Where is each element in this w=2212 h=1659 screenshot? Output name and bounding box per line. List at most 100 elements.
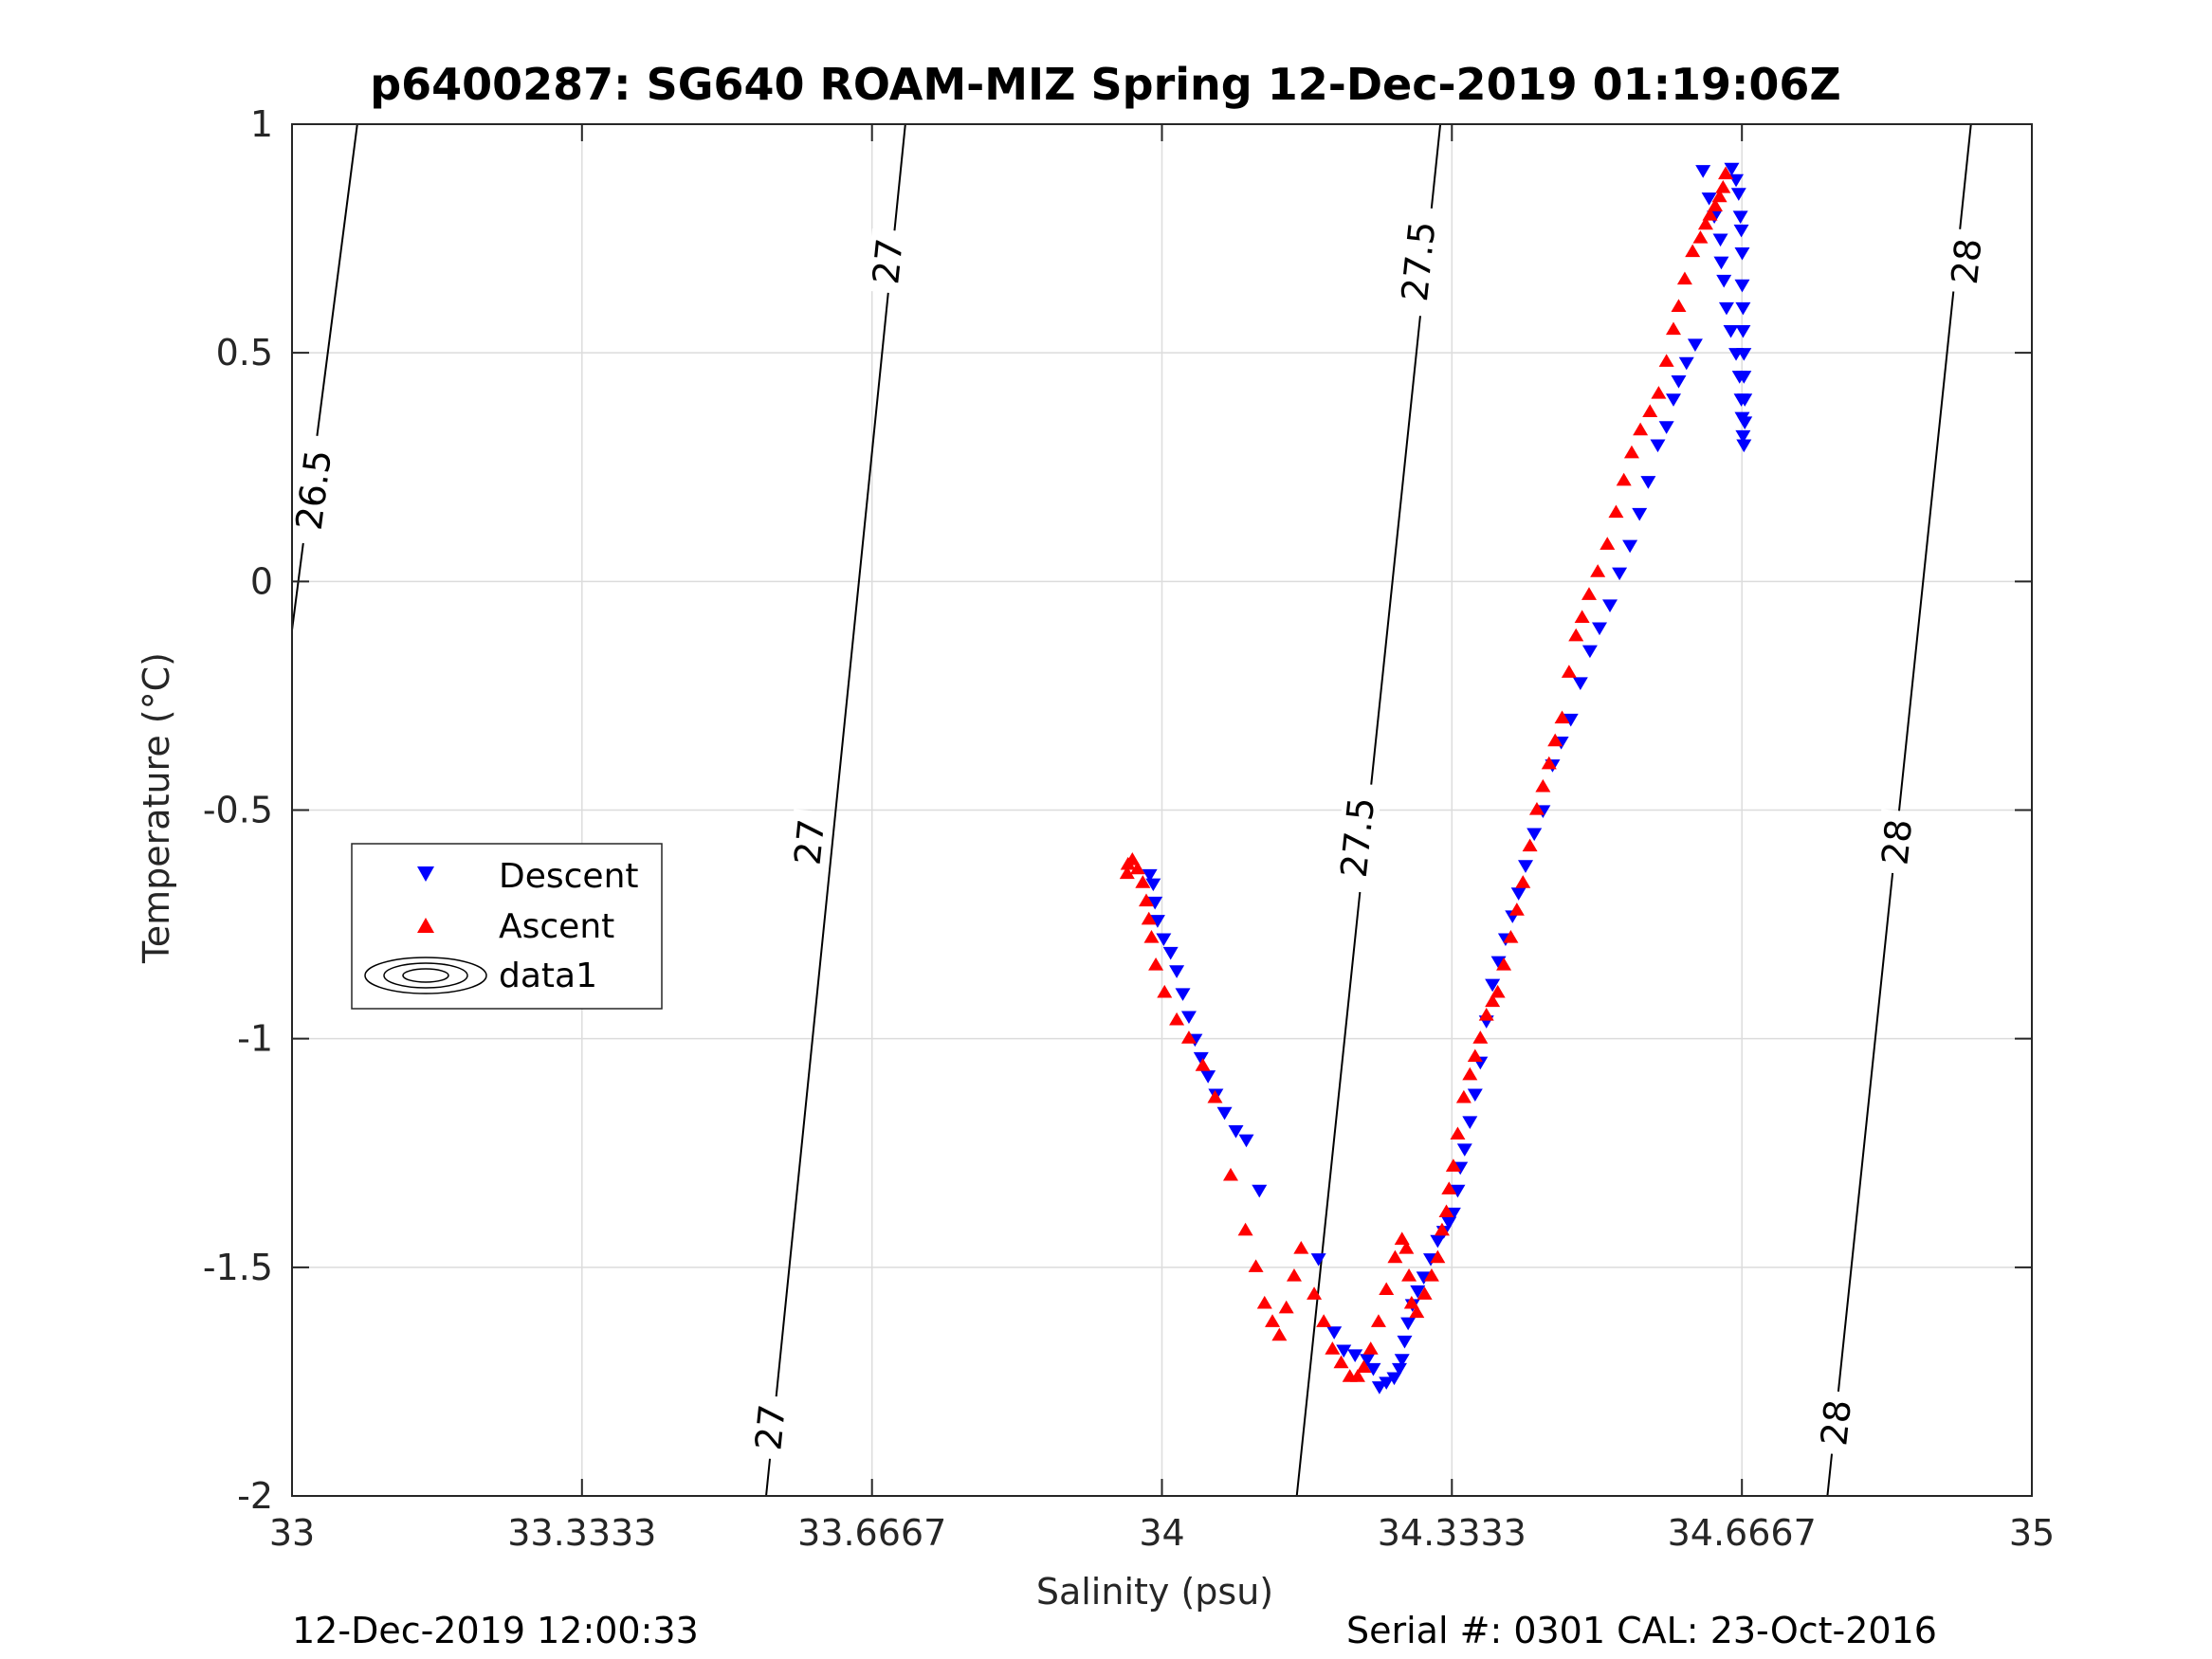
descent-point: [1149, 915, 1165, 928]
ascent-point: [1403, 1295, 1419, 1309]
ascent-point: [1195, 1058, 1211, 1071]
descent-point: [1228, 1125, 1244, 1139]
ascent-point: [1522, 838, 1538, 852]
ascent-point: [1547, 733, 1563, 747]
descent-point: [1563, 713, 1579, 727]
descent-point: [1695, 165, 1711, 178]
isopycnal-label-text: 27: [747, 1402, 794, 1452]
y-tick-label: -1: [237, 1018, 273, 1060]
ascent-point: [1207, 1089, 1223, 1103]
y-tick-label: 0: [250, 560, 273, 602]
isopycnal-label-bg: [748, 1394, 793, 1461]
descent-point: [1734, 279, 1750, 293]
ascent-point: [1256, 1295, 1272, 1309]
descent-point: [1416, 1271, 1432, 1285]
ascent-point: [1702, 207, 1718, 221]
chart-title: p6400287: SG640 ROAM-MIZ Spring 12-Dec-2…: [370, 59, 1841, 110]
descent-point: [1394, 1354, 1410, 1367]
descent-point: [1371, 1381, 1387, 1395]
descent-point: [1622, 539, 1638, 554]
isopycnal-label: 27.5: [1394, 205, 1444, 318]
descent-point: [1733, 393, 1749, 407]
descent-point: [1441, 1216, 1457, 1231]
ascent-point: [1342, 1369, 1358, 1382]
ascent-point: [1590, 564, 1606, 577]
descent-point: [1518, 860, 1534, 873]
legend-descent-label: Descent: [499, 857, 639, 896]
isopycnal-label-text: 26.5: [288, 447, 339, 533]
ascent-point: [1581, 587, 1597, 600]
descent-point: [1734, 411, 1750, 426]
descent-point: [1450, 1184, 1466, 1198]
descent-point: [1156, 933, 1172, 947]
ascent-point: [1671, 299, 1687, 313]
descent-point: [1310, 1253, 1326, 1267]
ascent-point: [1651, 386, 1667, 399]
isopycnal-label-text: 27: [787, 817, 833, 867]
descent-point: [1252, 1184, 1268, 1198]
descent-point: [1731, 371, 1747, 384]
legend: Descent Ascent data1: [351, 843, 663, 1010]
ascent-point: [1370, 1314, 1386, 1327]
descent-point: [1728, 348, 1745, 361]
descent-point: [1326, 1326, 1343, 1340]
descent-point: [1701, 192, 1717, 206]
ascent-point: [1401, 1267, 1417, 1282]
isopycnal-label-bg: [1333, 781, 1382, 894]
ascent-point: [1409, 1304, 1425, 1319]
descent-point: [1400, 1317, 1417, 1331]
ascent-point: [1715, 180, 1731, 193]
isopycnal-label-bg: [1814, 1389, 1858, 1456]
x-axis-label: Salinity (psu): [1036, 1571, 1273, 1613]
ascent-point: [1398, 1241, 1415, 1254]
ascent-point: [1157, 984, 1173, 998]
ascent-point: [1248, 1259, 1264, 1272]
ascent-point: [1658, 354, 1674, 367]
legend-ascent-marker: [417, 918, 434, 933]
isopycnal-label-text: 27: [865, 236, 911, 286]
descent-point: [1397, 1335, 1413, 1349]
ascent-point: [1633, 422, 1649, 436]
ascent-point: [1676, 271, 1692, 285]
isopycnal-label-bg: [787, 809, 832, 876]
isopycnal-label-text: 28: [1944, 236, 1990, 286]
descent-point: [1430, 1234, 1446, 1249]
ascent-point: [1316, 1314, 1332, 1327]
isopycnal-contours: 26.5 27 27 27 27.5 27.5 28 28 28: [287, 124, 1990, 1496]
x-tick-label: 33.3333: [507, 1512, 656, 1554]
descent-point: [1365, 1362, 1381, 1376]
ascent-point: [1169, 1012, 1185, 1026]
descent-point: [1145, 878, 1161, 892]
ascent-point: [1554, 710, 1570, 724]
ascent-point: [1665, 321, 1681, 336]
ascent-point: [1423, 1267, 1439, 1282]
y-axis-label: Temperature (°C): [136, 652, 177, 964]
descent-point: [1678, 356, 1694, 371]
isopycnal-label: 27: [747, 1394, 794, 1461]
ascent-point: [1718, 166, 1734, 180]
ascent-point: [1462, 1066, 1478, 1081]
ascent-point: [1394, 1231, 1410, 1245]
ascent-point: [1692, 230, 1709, 244]
descent-point: [1735, 324, 1751, 338]
ascent-point: [1503, 930, 1519, 943]
isopycnal-label-bg: [866, 228, 910, 295]
descent-point: [1602, 599, 1618, 612]
isopycnal-label-text: 27.5: [1394, 219, 1444, 303]
descent-point: [1462, 1116, 1478, 1129]
x-tick-label: 33.6667: [797, 1512, 946, 1554]
y-tick-label: -0.5: [203, 790, 273, 831]
descent-point: [1736, 439, 1752, 453]
descent-point: [1142, 868, 1158, 883]
x-axis-ticks: 33 33.3333 33.6667 34 34.3333 34.6667 35: [269, 124, 2055, 1554]
isopycnal-label-bg: [287, 433, 340, 546]
ascent-point: [1685, 244, 1701, 258]
x-tick-label: 34.3333: [1378, 1512, 1526, 1554]
y-axis-ticks: -2 -1.5 -1 -0.5 0 0.5 1: [203, 103, 2032, 1517]
descent-point: [1687, 338, 1703, 353]
isopycnal-label-bg: [1874, 809, 1920, 876]
ascent-point: [1642, 404, 1658, 417]
ascent-point: [1143, 930, 1160, 943]
descent-point: [1716, 274, 1732, 288]
isopycnal-label: 26.5: [287, 433, 340, 546]
